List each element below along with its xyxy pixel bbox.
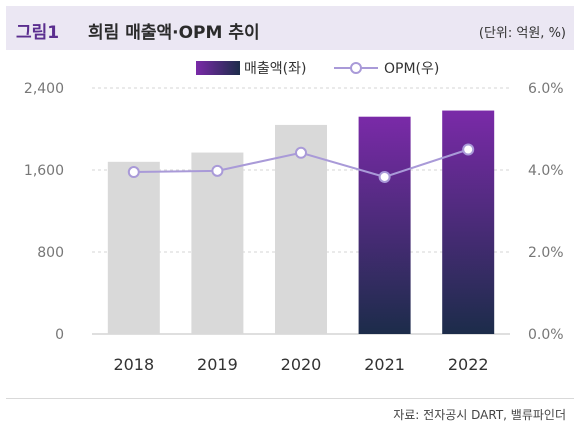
left-tick-label: 1,600 [24, 163, 64, 179]
legend-swatch-revenue [196, 61, 240, 75]
right-tick-label: 4.0% [528, 163, 564, 179]
opm-point-2020 [295, 146, 307, 159]
x-tick-label: 2022 [448, 355, 489, 374]
bar-revenue-2020 [275, 124, 327, 335]
legend-label-revenue: 매출액(좌) [244, 61, 306, 77]
source-note: 자료: 전자공시 DART, 밸류파인더 [393, 408, 566, 422]
footer-divider [6, 398, 574, 399]
opm-point-2019 [211, 164, 224, 177]
x-tick-label: 2018 [113, 355, 154, 374]
chart: 0 800 1,600 2,400 0.0% 2.0% 4.0% 6.0% 2018 2019… [24, 61, 564, 374]
x-tick-label: 2020 [281, 355, 322, 374]
x-axis-ticks: 2018 2019 2020 2021 2022 [113, 355, 488, 374]
opm-point-2018 [127, 166, 140, 179]
x-tick-label: 2021 [364, 355, 405, 374]
legend-label-opm: OPM(우) [384, 61, 439, 77]
right-tick-label: 2.0% [528, 245, 564, 261]
legend: 매출액(좌) OPM(우) [196, 61, 439, 77]
figure-number: 그림1 [16, 23, 60, 43]
opm-line-layer [127, 143, 475, 183]
right-tick-label: 0.0% [528, 327, 564, 343]
chart-title: 희림 매출액·OPM 추이 [88, 23, 260, 43]
right-axis-ticks: 0.0% 2.0% 4.0% 6.0% [528, 81, 564, 343]
legend-swatch-opm-marker [350, 62, 362, 74]
bar-revenue-2019 [191, 152, 244, 334]
opm-point-2021 [378, 170, 391, 183]
bar-revenue-2021 [358, 116, 411, 334]
bar-revenue-2018 [107, 161, 160, 334]
opm-point-2022 [462, 143, 475, 156]
unit-label: (단위: 억원, %) [478, 26, 566, 41]
left-tick-label: 2,400 [24, 81, 64, 97]
x-tick-label: 2019 [197, 355, 238, 374]
figure-header: 그림1 희림 매출액·OPM 추이 (단위: 억원, %) [6, 6, 574, 50]
left-tick-label: 0 [55, 327, 64, 343]
right-tick-label: 6.0% [528, 81, 564, 97]
bars [107, 110, 495, 335]
left-axis-ticks: 0 800 1,600 2,400 [24, 81, 64, 343]
left-tick-label: 800 [37, 245, 64, 261]
